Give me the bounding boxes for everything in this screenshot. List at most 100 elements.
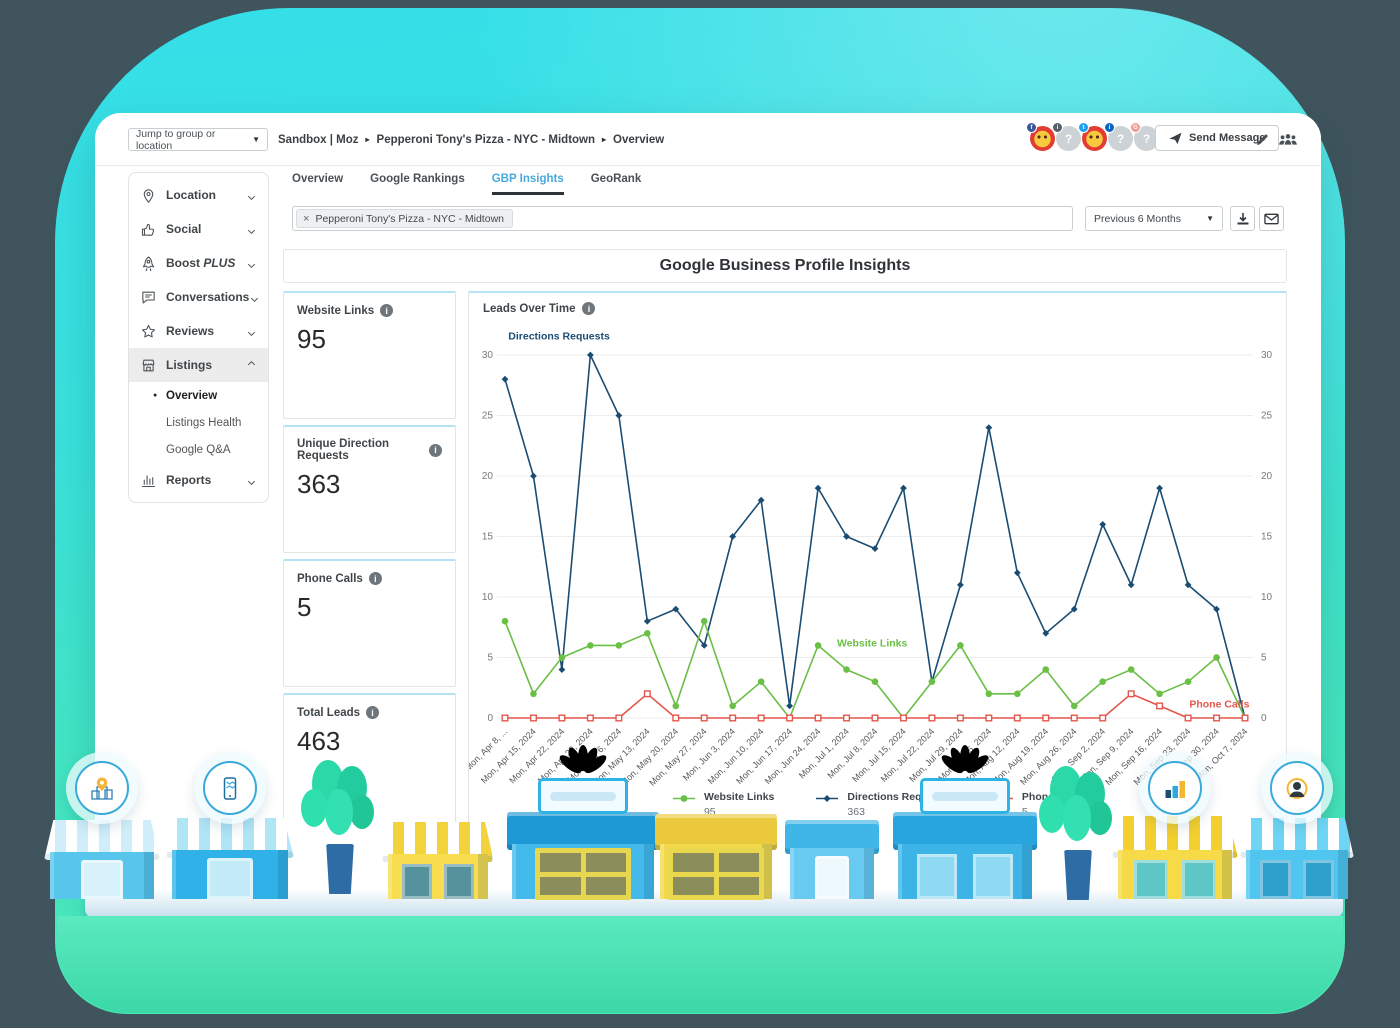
linkedin-badge-icon: i — [1104, 122, 1115, 133]
legend-series-name: Directions Requests — [847, 791, 949, 803]
sidebar-subitem-listings-health[interactable]: Listings Health — [166, 416, 242, 429]
svg-text:15: 15 — [1261, 532, 1273, 543]
breadcrumb-item[interactable]: Sandbox | Moz — [278, 133, 359, 146]
date-range-select[interactable]: Previous 6 Months ▼ — [1085, 206, 1223, 231]
legend-text: Directions Requests 363 — [847, 791, 949, 818]
facebook-badge-icon: f — [1026, 122, 1037, 133]
sidebar-item-social[interactable]: Social — [129, 212, 268, 246]
chevron-up-icon — [246, 360, 257, 371]
legend-item-phone-calls[interactable]: Phone Calls 5 — [990, 791, 1083, 818]
sidebar-item-label: Listings — [166, 358, 213, 372]
svg-text:0: 0 — [487, 713, 493, 724]
tab-georank[interactable]: GeoRank — [590, 173, 642, 185]
chevron-down-icon — [249, 292, 260, 303]
sidebar-item-boost[interactable]: Boost PLUS — [129, 246, 268, 280]
svg-text:20: 20 — [482, 471, 494, 482]
chevron-down-icon: ▼ — [1206, 214, 1214, 223]
legend-text: Website Links 95 — [704, 791, 774, 818]
email-button[interactable] — [1259, 206, 1284, 231]
sidebar-item-listings[interactable]: Listings — [129, 348, 268, 382]
sidebar-item-reviews[interactable]: Reviews — [129, 314, 268, 348]
sidebar-nav: Location Social Boost PLUS Conversations Rev… — [128, 172, 269, 503]
info-icon[interactable] — [368, 572, 382, 585]
legend-series-total: 95 — [703, 806, 716, 818]
stat-card-value: 363 — [297, 469, 341, 499]
star-icon — [140, 323, 157, 340]
email-icon — [1264, 213, 1279, 224]
location-filter-chip: × Pepperoni Tony's Pizza - NYC - Midtown — [296, 209, 513, 228]
legend-series-total: 363 — [847, 806, 865, 818]
svg-text:Phone Calls: Phone Calls — [1189, 699, 1249, 711]
breadcrumb-item[interactable]: Pepperoni Tony's Pizza - NYC - Midtown — [376, 133, 596, 146]
chevron-down-icon — [246, 224, 257, 235]
legend-series-name: Phone Calls — [1021, 791, 1083, 803]
stat-card-label: Website Links — [297, 304, 442, 317]
svg-text:25: 25 — [1261, 411, 1273, 422]
unlinked-profile-avatar[interactable]: i — [1052, 122, 1081, 151]
stat-card-value: 95 — [297, 324, 326, 354]
remove-chip-icon[interactable]: × — [303, 212, 310, 225]
business-avatar[interactable]: f — [1026, 122, 1055, 151]
social-profile-avatars: fitiG — [1026, 122, 1160, 151]
download-button[interactable] — [1230, 206, 1255, 231]
svg-text:5: 5 — [1261, 653, 1267, 664]
stat-card-unique-direction-requests: Unique Direction Requests 363 — [283, 425, 456, 553]
sidebar-item-reports[interactable]: Reports — [129, 463, 268, 497]
svg-text:10: 10 — [482, 592, 494, 603]
svg-text:Mon, Oct 7, 2024: Mon, Oct 7, 2024 — [1194, 726, 1250, 782]
sidebar-item-label: Reports — [166, 473, 212, 487]
send-message-button[interactable]: Send Message — [1155, 125, 1280, 151]
edit-pencil-icon[interactable] — [1250, 127, 1274, 151]
stat-card-total-leads: Total Leads 463 — [283, 693, 456, 913]
breadcrumb-separator-icon: ▸ — [602, 135, 607, 144]
stat-card-label: Total Leads — [297, 706, 442, 719]
location-filter-input[interactable]: × Pepperoni Tony's Pizza - NYC - Midtown — [292, 206, 1073, 231]
send-message-label: Send Message — [1189, 132, 1266, 144]
svg-text:30: 30 — [1261, 350, 1273, 361]
svg-text:Mon, Aug 5, 2024: Mon, Aug 5, 2024 — [936, 726, 993, 783]
svg-text:Website Links: Website Links — [837, 638, 908, 650]
rocket-icon — [140, 255, 157, 272]
sidebar-item-label: Conversations — [166, 290, 250, 304]
chevron-down-icon — [246, 475, 257, 486]
tab-gbp-insights[interactable]: GBP Insights — [491, 173, 564, 195]
sidebar-item-label: Boost PLUS — [166, 256, 236, 270]
sidebar-item-label: Reviews — [166, 324, 215, 338]
unlinked-profile-avatar[interactable]: G — [1130, 122, 1159, 151]
legend-item-website-links[interactable]: Website Links 95 — [672, 791, 774, 818]
svg-text:20: 20 — [1261, 471, 1273, 482]
sidebar-subitem-overview[interactable]: Overview — [129, 382, 268, 409]
sidebar-item-conversations[interactable]: Conversations — [129, 280, 268, 314]
users-group-icon[interactable] — [1276, 127, 1300, 151]
sidebar-item-label: Social — [166, 222, 202, 236]
chart-title-label: Leads Over Time — [483, 302, 576, 315]
location-pin-icon — [140, 187, 157, 204]
svg-text:Mon, Jul 1, 2024: Mon, Jul 1, 2024 — [797, 726, 851, 780]
instagram-badge-icon: i — [1052, 122, 1063, 133]
thumbs-up-icon — [140, 221, 157, 238]
legend-marker-icon — [990, 791, 1013, 809]
business-avatar[interactable]: t — [1078, 122, 1107, 151]
info-icon[interactable] — [582, 302, 596, 315]
info-icon[interactable] — [366, 706, 380, 719]
legend-item-directions-requests[interactable]: Directions Requests 363 — [816, 791, 949, 818]
unlinked-profile-avatar[interactable]: i — [1104, 122, 1133, 151]
jump-to-location-select[interactable]: Jump to group or location ▼ — [128, 128, 268, 152]
chevron-down-icon: ▼ — [252, 135, 260, 144]
leads-over-time-panel: Leads Over Time 0 0 5 5 10 10 15 15 20 20 25 25 30 30… — [468, 291, 1287, 901]
stat-card-phone-calls: Phone Calls 5 — [283, 559, 456, 687]
stat-card-label-text: Website Links — [297, 304, 375, 317]
tab-overview[interactable]: Overview — [292, 173, 344, 185]
svg-text:25: 25 — [482, 411, 494, 422]
tab-google-rankings[interactable]: Google Rankings — [370, 173, 465, 185]
sidebar-subitem-google-q-a[interactable]: Google Q&A — [166, 443, 231, 456]
breadcrumb-item[interactable]: Overview — [613, 133, 665, 146]
chevron-down-icon — [246, 190, 257, 201]
sidebar-item-location[interactable]: Location — [129, 178, 268, 212]
paper-plane-icon — [1169, 132, 1182, 144]
info-icon[interactable] — [380, 304, 394, 317]
info-icon[interactable] — [429, 443, 442, 457]
app-window: Jump to group or location ▼ Sandbox | Mo… — [95, 113, 1321, 913]
svg-text:15: 15 — [482, 532, 494, 543]
